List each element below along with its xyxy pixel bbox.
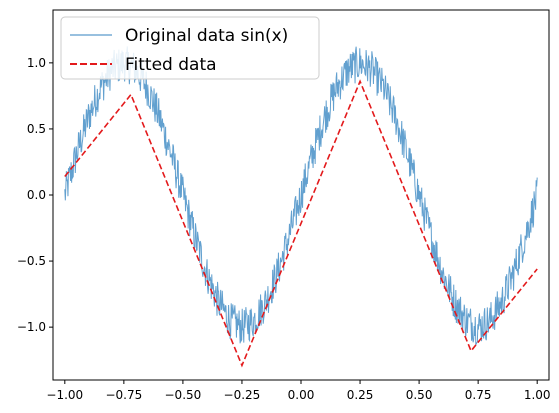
x-tick-label: 1.00: [524, 388, 551, 402]
x-tick-label: 0.75: [465, 388, 492, 402]
y-tick-label: 0.0: [27, 188, 46, 202]
legend: Original data sin(x) Fitted data: [61, 17, 319, 79]
x-tick-label: 0.25: [347, 388, 374, 402]
legend-label-original: Original data sin(x): [125, 26, 288, 46]
y-tick-label: −0.5: [17, 254, 46, 268]
x-tick-label: 0.50: [406, 388, 433, 402]
legend-label-fitted: Fitted data: [125, 55, 217, 75]
x-tick-label: −0.50: [165, 388, 202, 402]
y-tick-label: −1.0: [17, 320, 46, 334]
x-tick-label: −0.75: [105, 388, 142, 402]
y-tick-label: 0.5: [27, 122, 46, 136]
y-axis-ticks: −1.0 −0.5 0.0 0.5 1.0: [17, 56, 53, 334]
x-tick-label: −0.25: [224, 388, 261, 402]
y-tick-label: 1.0: [27, 56, 46, 70]
x-axis-ticks: −1.00 −0.75 −0.50 −0.25 0.00 0.25 0.50 0.75 1.00: [46, 380, 550, 402]
x-tick-label: 0.00: [288, 388, 315, 402]
x-tick-label: −1.00: [46, 388, 83, 402]
